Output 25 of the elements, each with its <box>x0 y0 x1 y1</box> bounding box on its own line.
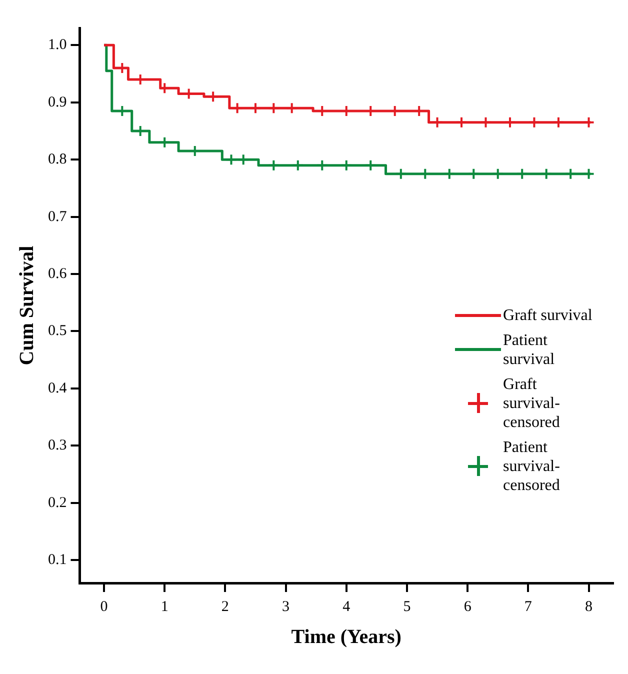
legend-label: Graft survival <box>503 306 594 324</box>
y-axis-title: Cum Survival <box>16 245 38 366</box>
x-tick-label: 1 <box>160 598 168 615</box>
legend-label: Patient survival <box>503 330 556 368</box>
y-tick-label: 0.5 <box>48 323 67 340</box>
y-tick-label: 1.0 <box>48 37 67 54</box>
y-tick-label: 0.8 <box>48 152 67 168</box>
y-tick-label: 0.9 <box>48 94 67 110</box>
x-tick-label: 5 <box>403 598 411 615</box>
y-tick-label: 0.4 <box>48 380 68 396</box>
x-tick-label: 7 <box>524 598 532 615</box>
x-tick-label: 6 <box>464 598 472 615</box>
y-tick-label: 0.7 <box>48 208 68 225</box>
y-tick-label: 0.2 <box>48 494 67 511</box>
y-tick-label: 0.6 <box>48 266 68 282</box>
x-tick-label: 3 <box>282 598 290 615</box>
x-tick-label: 8 <box>585 598 593 615</box>
x-tick-label: 0 <box>100 598 108 615</box>
y-tick-label: 0.1 <box>48 552 67 568</box>
y-tick-label: 0.3 <box>48 438 67 454</box>
x-tick-label: 4 <box>342 598 351 615</box>
x-tick-label: 2 <box>221 598 229 615</box>
legend-label: Patient survival-censored <box>503 438 561 494</box>
legend-label: Graft survival-censored <box>503 374 561 432</box>
x-axis-title: Time (Years) <box>291 626 402 648</box>
